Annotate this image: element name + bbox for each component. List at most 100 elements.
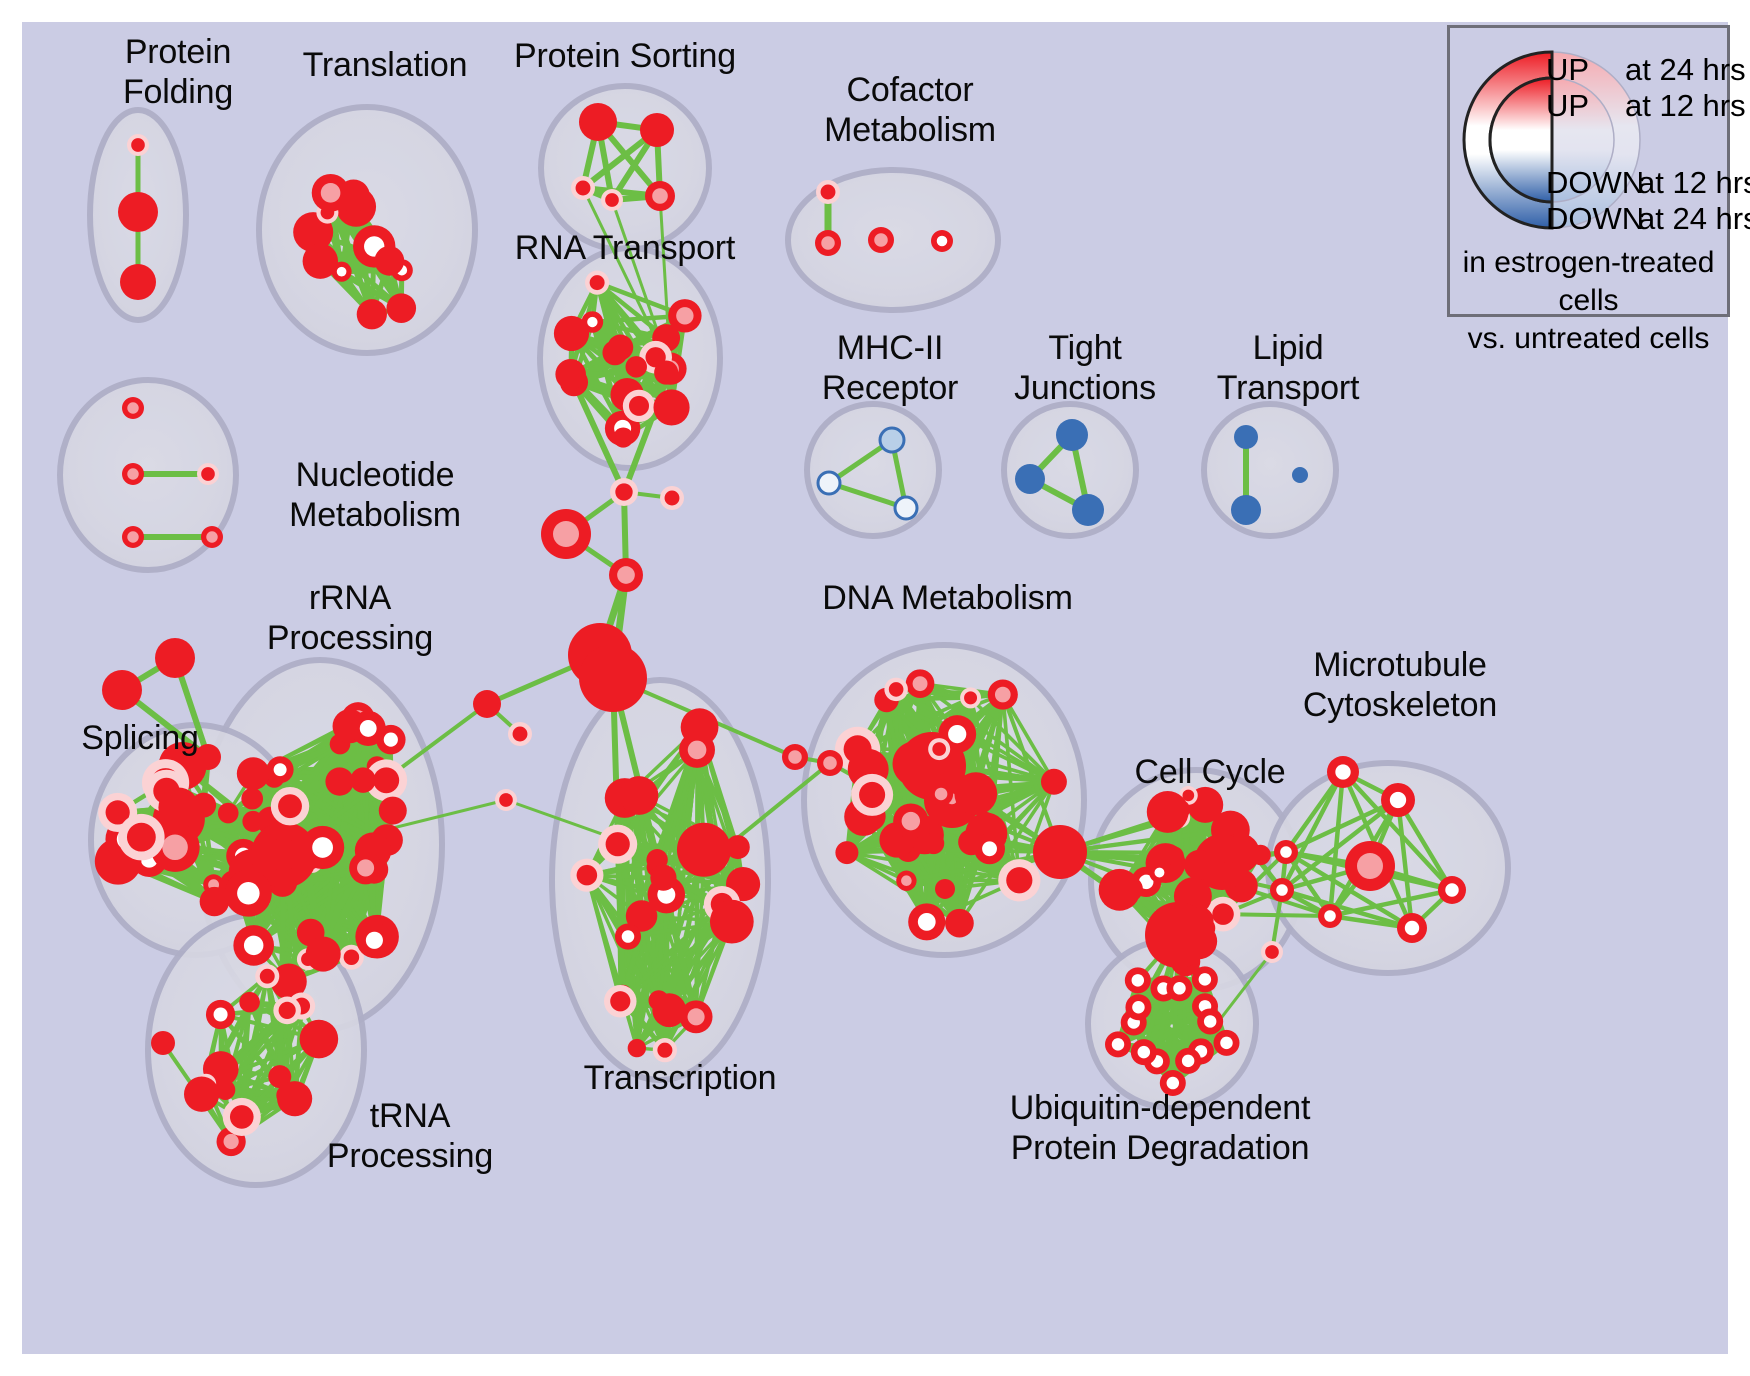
network-node[interactable] (610, 478, 638, 506)
network-node[interactable] (312, 174, 350, 212)
network-node[interactable] (613, 428, 633, 448)
network-node[interactable] (585, 271, 609, 295)
network-node[interactable] (1147, 791, 1189, 833)
network-node[interactable] (817, 750, 843, 776)
network-node[interactable] (255, 964, 279, 988)
network-node[interactable] (1318, 904, 1342, 928)
network-node[interactable] (1327, 756, 1359, 788)
network-node[interactable] (508, 722, 532, 746)
network-node[interactable] (102, 670, 142, 710)
network-node[interactable] (974, 833, 1005, 864)
network-node[interactable] (1261, 941, 1283, 963)
network-node[interactable] (225, 870, 272, 917)
network-node[interactable] (931, 230, 953, 252)
network-node[interactable] (555, 359, 586, 390)
network-node[interactable] (710, 900, 754, 944)
network-node[interactable] (375, 246, 405, 276)
network-node[interactable] (679, 732, 715, 768)
network-node[interactable] (541, 509, 591, 559)
network-node[interactable] (233, 925, 274, 966)
network-node[interactable] (201, 526, 223, 548)
network-node[interactable] (241, 788, 263, 810)
network-node[interactable] (197, 463, 219, 485)
network-node[interactable] (649, 990, 669, 1010)
network-node[interactable] (1145, 902, 1211, 968)
network-node[interactable] (640, 113, 674, 147)
network-node[interactable] (1213, 1030, 1239, 1056)
network-node[interactable] (1345, 841, 1395, 891)
network-node[interactable] (928, 738, 950, 760)
network-node[interactable] (960, 687, 981, 708)
network-node[interactable] (1056, 419, 1088, 451)
network-node[interactable] (893, 803, 928, 838)
network-node[interactable] (120, 264, 156, 300)
network-node[interactable] (1072, 494, 1104, 526)
network-node[interactable] (155, 638, 195, 678)
network-node[interactable] (620, 776, 659, 815)
network-node[interactable] (158, 787, 198, 827)
network-node[interactable] (654, 360, 678, 384)
network-node[interactable] (1149, 862, 1170, 883)
network-node[interactable] (1270, 878, 1294, 902)
network-node[interactable] (602, 340, 627, 365)
network-node[interactable] (604, 985, 637, 1018)
network-node[interactable] (598, 825, 637, 864)
network-node[interactable] (267, 756, 294, 783)
network-node[interactable] (851, 774, 893, 816)
network-node[interactable] (615, 923, 641, 949)
network-node[interactable] (1099, 869, 1141, 911)
network-node[interactable] (660, 486, 684, 510)
network-node[interactable] (1234, 425, 1258, 449)
network-node[interactable] (218, 803, 239, 824)
network-node[interactable] (653, 389, 689, 425)
network-node[interactable] (601, 189, 623, 211)
network-node[interactable] (349, 852, 382, 885)
network-node[interactable] (151, 1031, 175, 1055)
network-node[interactable] (626, 356, 647, 377)
network-node[interactable] (1125, 994, 1151, 1020)
network-node[interactable] (351, 711, 386, 746)
network-node[interactable] (1015, 464, 1045, 494)
network-node[interactable] (267, 838, 299, 870)
network-node[interactable] (122, 463, 144, 485)
network-node[interactable] (570, 859, 603, 892)
network-node[interactable] (237, 757, 270, 790)
network-node[interactable] (988, 680, 1018, 710)
network-node[interactable] (184, 1077, 219, 1112)
network-node[interactable] (935, 879, 955, 899)
network-node[interactable] (495, 789, 517, 811)
network-node[interactable] (379, 797, 407, 825)
network-node[interactable] (1218, 862, 1239, 883)
network-node[interactable] (386, 293, 416, 323)
network-node[interactable] (1125, 967, 1151, 993)
network-node[interactable] (896, 871, 916, 891)
network-node[interactable] (1250, 845, 1270, 865)
network-node[interactable] (1033, 825, 1087, 879)
network-node[interactable] (273, 997, 301, 1025)
network-node[interactable] (668, 299, 701, 332)
network-node[interactable] (571, 176, 595, 200)
network-node[interactable] (908, 903, 945, 940)
network-node[interactable] (1274, 840, 1298, 864)
network-node[interactable] (300, 1020, 339, 1059)
network-node[interactable] (357, 299, 387, 329)
network-node[interactable] (923, 833, 945, 855)
network-node[interactable] (271, 787, 309, 825)
network-node[interactable] (645, 181, 675, 211)
network-node[interactable] (1197, 1008, 1223, 1034)
network-node[interactable] (1165, 847, 1184, 866)
network-node[interactable] (325, 767, 353, 795)
network-node[interactable] (726, 835, 750, 859)
network-node[interactable] (998, 859, 1040, 901)
network-node[interactable] (929, 782, 953, 806)
network-node[interactable] (118, 814, 164, 860)
network-node[interactable] (1041, 769, 1067, 795)
network-node[interactable] (122, 397, 144, 419)
network-node[interactable] (473, 690, 501, 718)
network-node[interactable] (306, 936, 341, 971)
network-node[interactable] (1397, 913, 1427, 943)
network-node[interactable] (332, 262, 352, 282)
network-node[interactable] (906, 669, 935, 698)
network-node[interactable] (301, 826, 344, 869)
network-node[interactable] (880, 428, 904, 452)
